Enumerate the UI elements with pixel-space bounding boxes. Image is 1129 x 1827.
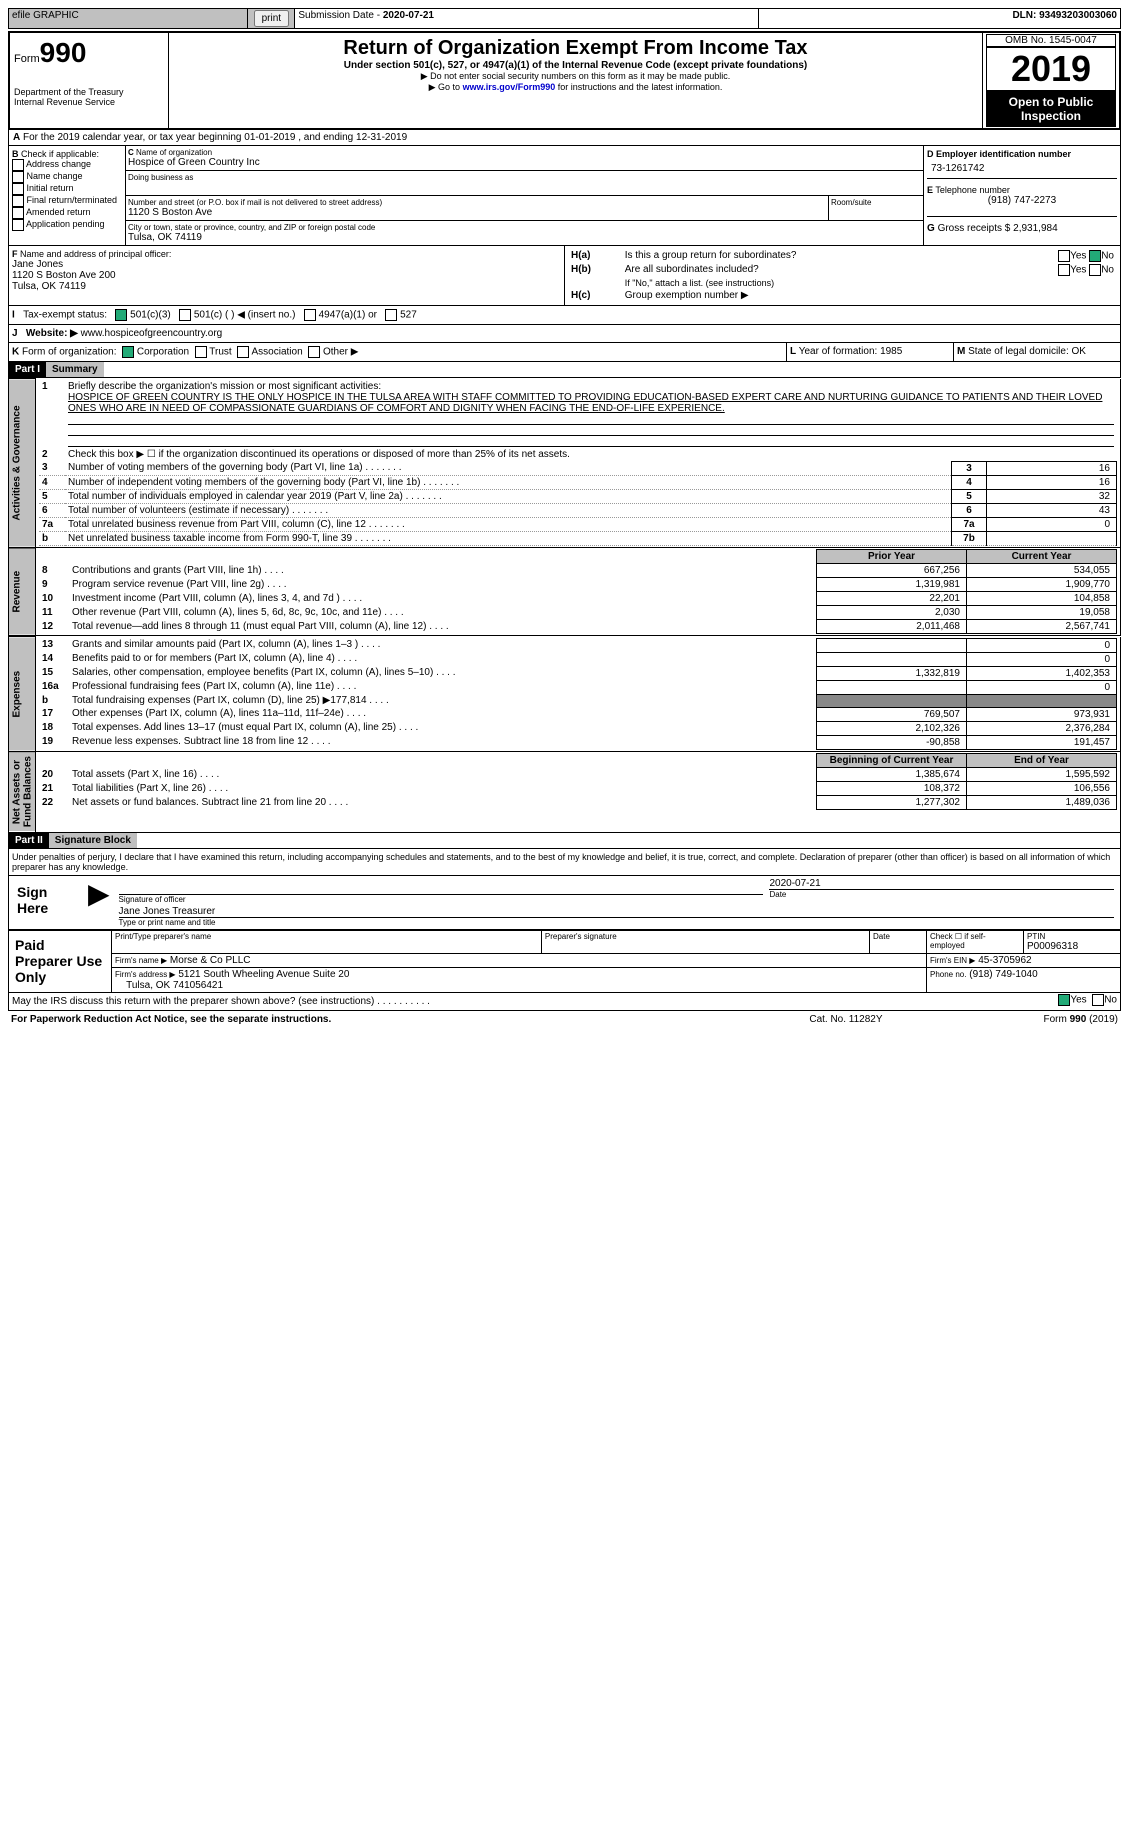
checkbox-checked[interactable] [1089,250,1101,262]
print-button[interactable]: print [254,10,289,27]
form-header: Form990 Department of the Treasury Inter… [8,31,1121,130]
instructions-link[interactable]: www.irs.gov/Form990 [463,82,556,92]
section-B-to-M: B Check if applicable: Address change Na… [8,146,1121,246]
topbar: efile GRAPHIC print Submission Date - 20… [8,8,1121,29]
checkbox[interactable] [1058,250,1070,262]
efile-label: efile GRAPHIC [9,9,248,29]
line-A: A For the 2019 calendar year, or tax yea… [8,130,1121,146]
page-title: Return of Organization Exempt From Incom… [173,37,978,60]
